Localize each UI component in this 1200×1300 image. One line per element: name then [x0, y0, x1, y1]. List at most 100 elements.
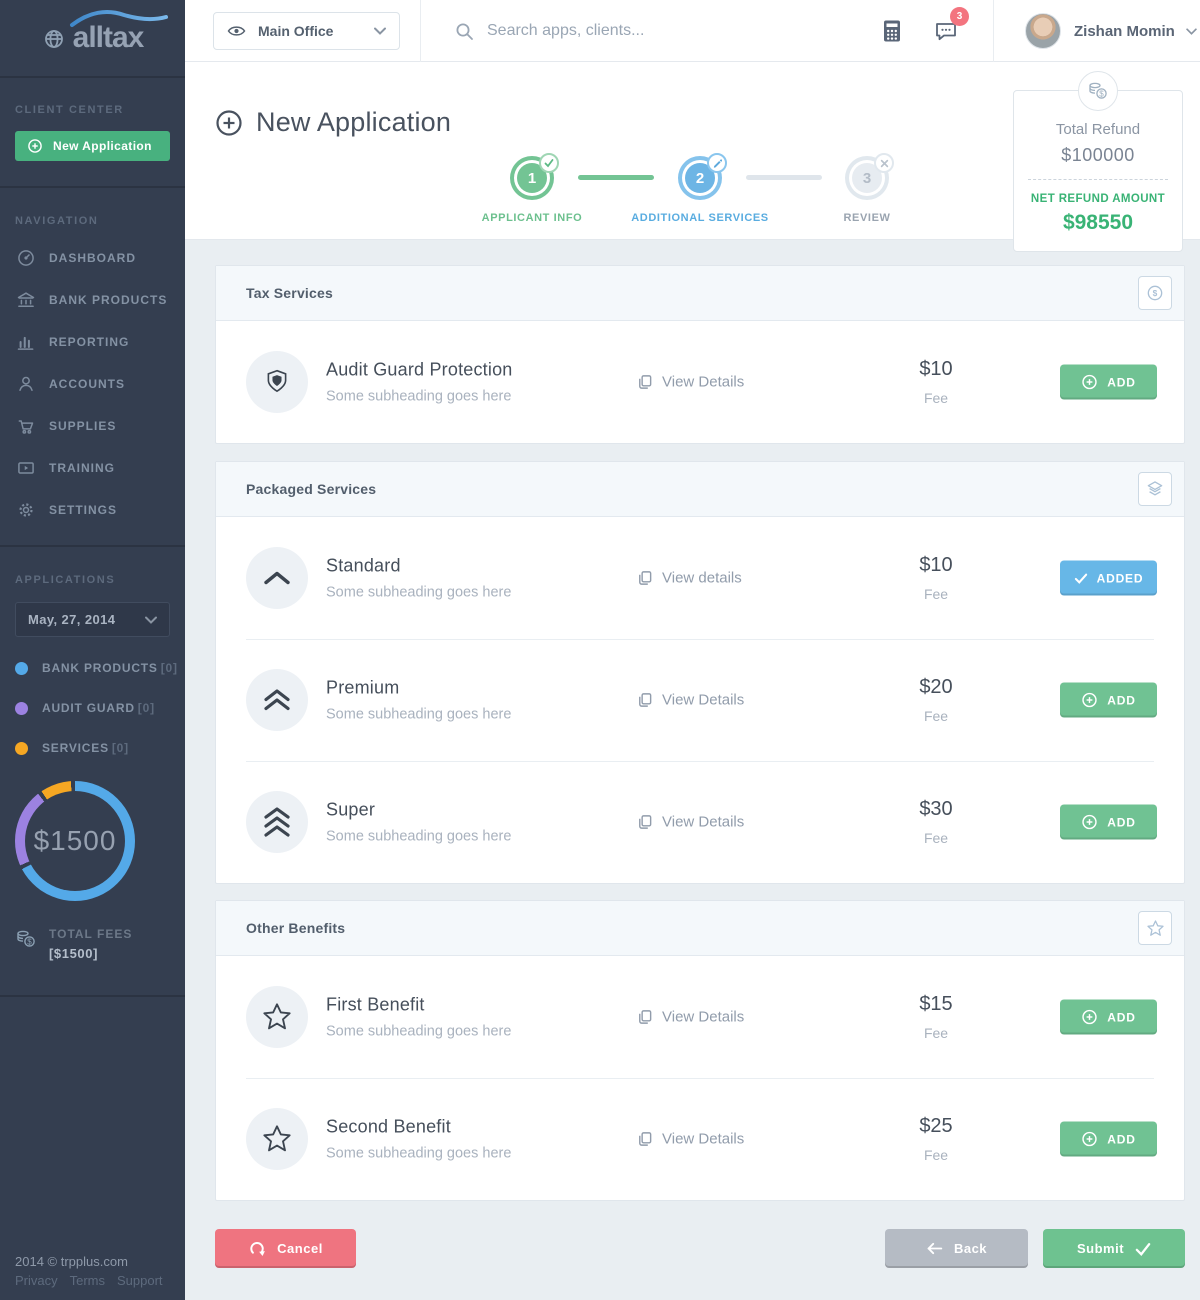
step-connector-done	[578, 175, 654, 180]
total-fees-donut-chart: $1500	[15, 781, 135, 901]
page-head: New Application 1 APPLICANT INFO 2	[185, 62, 1200, 252]
plus-circle-icon	[216, 109, 242, 136]
check-icon	[1135, 1242, 1151, 1256]
view-details-link[interactable]: View Details	[636, 1131, 744, 1148]
service-row-standard: Standard Some subheading goes here View …	[216, 517, 1184, 639]
privacy-link[interactable]: Privacy	[15, 1273, 58, 1288]
view-details-link[interactable]: View details	[636, 570, 742, 587]
check-icon	[1074, 573, 1087, 584]
view-details-link[interactable]: View Details	[636, 814, 744, 831]
view-details-link[interactable]: View Details	[636, 374, 744, 391]
nav-label: REPORTING	[49, 335, 130, 349]
nav-label: SETTINGS	[49, 503, 118, 517]
sidebar-item-supplies[interactable]: SUPPLIES	[0, 405, 185, 447]
messages-button[interactable]	[933, 0, 959, 62]
top-header: Main Office 3 Zishan Momin	[185, 0, 1200, 62]
sidebar-item-accounts[interactable]: ACCOUNTS	[0, 363, 185, 405]
wizard-step-applicant-info[interactable]: 1 APPLICANT INFO	[447, 153, 617, 224]
submit-button[interactable]: Submit	[1043, 1229, 1185, 1268]
service-row-super: Super Some subheading goes here View Det…	[216, 761, 1184, 883]
section-title: Other Benefits	[246, 920, 346, 936]
chevron-up-triple-icon	[246, 791, 308, 853]
tax-services-header: Tax Services $	[216, 266, 1184, 321]
layers-icon-button[interactable]	[1138, 472, 1172, 506]
service-row-second-benefit: Second Benefit Some subheading goes here…	[216, 1078, 1184, 1200]
sidebar-item-settings[interactable]: SETTINGS	[0, 489, 185, 531]
back-button[interactable]: Back	[885, 1229, 1028, 1268]
divider	[420, 0, 421, 62]
cancel-button[interactable]: Cancel	[215, 1229, 356, 1268]
office-select[interactable]: Main Office	[213, 12, 400, 50]
service-title: Standard	[326, 555, 401, 576]
legend-dot-blue	[15, 661, 28, 675]
legend-count: [0]	[137, 701, 155, 715]
chevron-up-double-icon	[246, 669, 308, 731]
sidebar: alltax CLIENT CENTER New Application NAV…	[0, 0, 185, 1300]
service-title: Second Benefit	[326, 1116, 451, 1137]
view-details-link[interactable]: View Details	[636, 1009, 744, 1026]
total-refund-value: $100000	[1061, 145, 1135, 165]
service-title: Premium	[326, 677, 400, 698]
service-subtitle: Some subheading goes here	[326, 828, 512, 845]
user-icon	[19, 376, 33, 391]
chevron-up-single-icon	[246, 547, 308, 609]
calculator-button[interactable]	[880, 0, 904, 62]
pages-icon	[639, 1010, 652, 1024]
divider	[0, 545, 185, 547]
application-date-select[interactable]: May, 27, 2014	[15, 602, 170, 637]
wizard-step-additional-services[interactable]: 2 ADDITIONAL SERVICES	[615, 153, 785, 224]
layers-icon	[1147, 481, 1163, 496]
search-input[interactable]	[487, 22, 847, 40]
total-fees-block: $ TOTAL FEES [$1500]	[0, 901, 185, 961]
svg-text:$: $	[1099, 89, 1104, 98]
dollar-coin-icon-button[interactable]: $	[1138, 276, 1172, 310]
total-refund-label: Total Refund	[1055, 121, 1141, 138]
fee-label: Fee	[923, 708, 949, 724]
view-details-link[interactable]: View Details	[636, 692, 744, 709]
avatar[interactable]	[1025, 13, 1061, 49]
sidebar-item-reporting[interactable]: REPORTING	[0, 321, 185, 363]
wizard-step-review[interactable]: 3 REVIEW	[782, 153, 952, 224]
step-label: APPLICANT INFO	[481, 212, 583, 224]
globe-icon	[44, 30, 63, 48]
other-benefits-card: Other Benefits First Benefit Some subhea…	[215, 900, 1185, 1201]
fees-donut-hole: $1500	[25, 791, 125, 891]
add-button[interactable]: ADD	[1060, 804, 1157, 840]
added-button[interactable]: ADDED	[1060, 560, 1157, 596]
add-button[interactable]: ADD	[1060, 682, 1157, 718]
add-button[interactable]: ADD	[1060, 1121, 1157, 1157]
sidebar-item-training[interactable]: TRAINING	[0, 447, 185, 489]
logo-text: alltax	[72, 21, 145, 54]
fee-value: $15	[919, 993, 953, 1015]
back-label: Back	[953, 1241, 988, 1256]
support-link[interactable]: Support	[117, 1273, 163, 1288]
bar-chart-icon	[17, 336, 34, 350]
terms-link[interactable]: Terms	[69, 1273, 106, 1288]
legend-label: BANK PRODUCTS	[42, 661, 158, 675]
total-fees-label: TOTAL FEES	[49, 927, 133, 941]
view-details-label: View Details	[662, 1008, 745, 1026]
step-connector-upcoming	[746, 175, 822, 180]
add-button[interactable]: ADD	[1060, 999, 1157, 1035]
page-title: New Application	[215, 107, 451, 138]
add-button[interactable]: ADD	[1060, 364, 1157, 400]
pages-icon	[639, 571, 652, 585]
section-title: Packaged Services	[246, 481, 377, 497]
service-subtitle: Some subheading goes here	[326, 1145, 512, 1162]
packaged-services-card: Packaged Services Standard Some subheadi…	[215, 461, 1185, 884]
add-button-label: ADD	[1107, 1010, 1136, 1024]
calculator-icon	[884, 20, 900, 42]
dashboard-icon	[18, 250, 34, 266]
legend-count: [0]	[111, 741, 129, 755]
cart-icon	[18, 420, 34, 434]
user-menu[interactable]: Zishan Momin	[1074, 0, 1197, 62]
sidebar-item-dashboard[interactable]: DASHBOARD	[0, 237, 185, 279]
submit-label: Submit	[1076, 1241, 1125, 1256]
sidebar-item-bank-products[interactable]: BANK PRODUCTS	[0, 279, 185, 321]
coins-icon: $	[17, 930, 35, 947]
star-icon-button[interactable]	[1138, 911, 1172, 945]
new-application-button[interactable]: New Application	[15, 131, 170, 161]
step-label: REVIEW	[843, 212, 891, 224]
logo[interactable]: alltax	[0, 0, 185, 78]
nav-label: DASHBOARD	[49, 251, 136, 265]
